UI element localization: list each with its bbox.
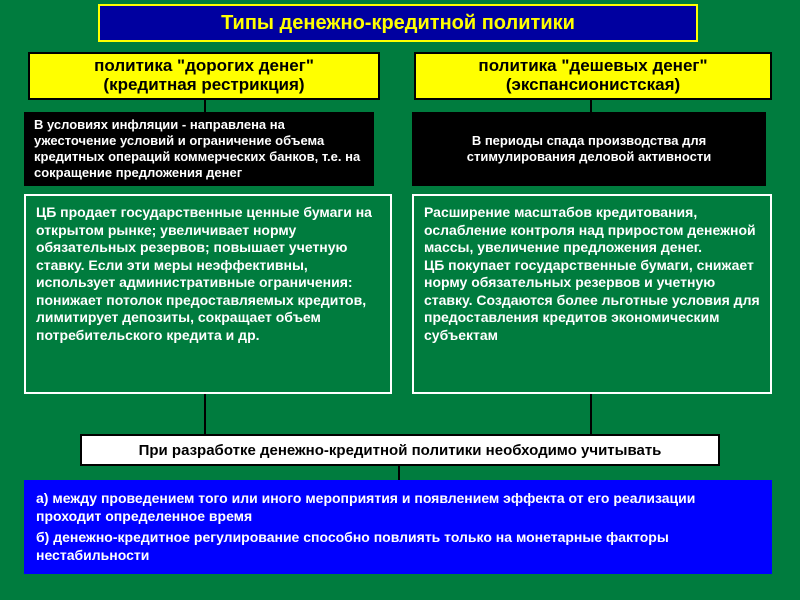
footer-list-a: а) между проведением того или иного меро… (36, 490, 760, 525)
main-title: Типы денежно-кредитной политики (98, 4, 698, 42)
right-details-text: Расширение масштабов кредитования, ослаб… (424, 204, 760, 344)
footer-note-text: При разработке денежно-кредитной политик… (139, 442, 662, 459)
left-condition: В условиях инфляции - направлена на ужес… (24, 112, 374, 186)
connector (204, 100, 206, 112)
right-condition-text: В периоды спада производства для стимули… (422, 133, 756, 166)
left-header-line1: политика "дорогих денег" (94, 57, 314, 76)
connector (590, 394, 592, 434)
footer-list: а) между проведением того или иного меро… (24, 480, 772, 574)
left-header: политика "дорогих денег" (кредитная рест… (28, 52, 380, 100)
left-header-line2: (кредитная рестрикция) (103, 76, 304, 95)
footer-note: При разработке денежно-кредитной политик… (80, 434, 720, 466)
right-header: политика "дешевых денег" (экспансионистс… (414, 52, 772, 100)
footer-list-b: б) денежно-кредитное регулирование спосо… (36, 529, 760, 564)
connector (590, 100, 592, 112)
right-header-line2: (экспансионистская) (506, 76, 680, 95)
left-details: ЦБ продает государственные ценные бумаги… (24, 194, 392, 394)
left-condition-text: В условиях инфляции - направлена на ужес… (34, 117, 364, 182)
connector (204, 394, 206, 434)
right-header-line1: политика "дешевых денег" (478, 57, 707, 76)
left-details-text: ЦБ продает государственные ценные бумаги… (36, 204, 380, 344)
right-condition: В периоды спада производства для стимули… (412, 112, 766, 186)
main-title-text: Типы денежно-кредитной политики (221, 12, 575, 35)
right-details: Расширение масштабов кредитования, ослаб… (412, 194, 772, 394)
connector (398, 466, 400, 480)
